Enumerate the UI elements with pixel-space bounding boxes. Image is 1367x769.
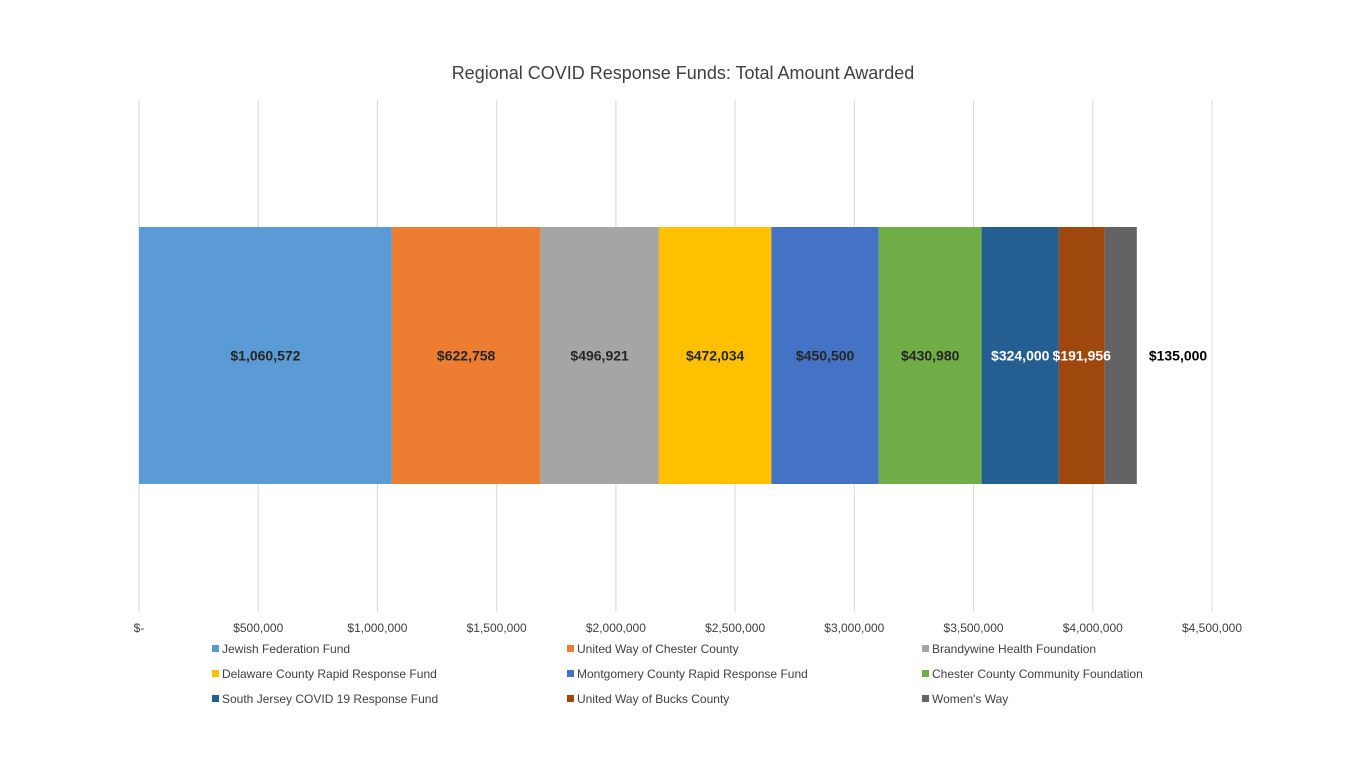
x-tick-label: $1,000,000 <box>347 621 407 635</box>
legend-swatch <box>922 645 929 652</box>
bar-segments <box>139 227 1137 484</box>
chart-title: Regional COVID Response Funds: Total Amo… <box>452 63 915 83</box>
legend-item: Brandywine Health Foundation <box>922 642 1096 656</box>
x-tick-label: $- <box>134 621 145 635</box>
legend-item: Chester County Community Foundation <box>922 667 1143 681</box>
data-label: $135,000 <box>1149 348 1208 364</box>
legend-item: Jewish Federation Fund <box>212 642 350 656</box>
legend-label: South Jersey COVID 19 Response Fund <box>222 692 438 706</box>
legend-item: Delaware County Rapid Response Fund <box>212 667 437 681</box>
legend-swatch <box>212 645 219 652</box>
data-label: $622,758 <box>437 348 496 364</box>
legend-label: Women's Way <box>932 692 1008 706</box>
x-tick-label: $500,000 <box>233 621 283 635</box>
legend-label: Montgomery County Rapid Response Fund <box>577 667 808 681</box>
legend-swatch <box>567 670 574 677</box>
bar-segment <box>1104 227 1137 484</box>
data-label: $450,500 <box>796 348 855 364</box>
x-axis-tick-labels: $- $500,000 $1,000,000 $1,500,000 $2,000,000… <box>134 621 1243 635</box>
legend-item: Women's Way <box>922 692 1008 706</box>
legend: Jewish Federation Fund United Way of Ches… <box>212 642 1143 706</box>
data-label: $472,034 <box>686 348 745 364</box>
legend-label: Jewish Federation Fund <box>222 642 350 656</box>
bar-segment <box>391 227 541 484</box>
legend-item: South Jersey COVID 19 Response Fund <box>212 692 438 706</box>
legend-swatch <box>212 670 219 677</box>
legend-label: Chester County Community Foundation <box>932 667 1143 681</box>
legend-swatch <box>567 695 574 702</box>
legend-item: United Way of Bucks County <box>567 692 729 706</box>
x-tick-label: $1,500,000 <box>467 621 527 635</box>
data-labels: $1,060,572 $622,758 $496,921 $472,034 $450,5… <box>230 348 1207 364</box>
x-tick-label: $2,500,000 <box>705 621 765 635</box>
legend-item: Montgomery County Rapid Response Fund <box>567 667 808 681</box>
bar-segment <box>771 227 879 484</box>
bar-segment <box>878 227 982 484</box>
legend-label: United Way of Bucks County <box>577 692 729 706</box>
legend-swatch <box>567 645 574 652</box>
legend-swatch <box>922 695 929 702</box>
legend-swatch <box>922 670 929 677</box>
bar-segment <box>139 227 392 484</box>
data-label: $324,000 <box>991 348 1050 364</box>
bar-segment <box>658 227 772 484</box>
x-tick-label: $4,000,000 <box>1063 621 1123 635</box>
legend-label: United Way of Chester County <box>577 642 739 656</box>
data-label: $191,956 <box>1053 348 1112 364</box>
legend-item: United Way of Chester County <box>567 642 739 656</box>
x-tick-label: $4,500,000 <box>1182 621 1242 635</box>
data-label: $430,980 <box>901 348 960 364</box>
legend-label: Delaware County Rapid Response Fund <box>222 667 437 681</box>
x-tick-label: $3,500,000 <box>944 621 1004 635</box>
data-label: $1,060,572 <box>230 348 300 364</box>
bar-segment <box>540 227 659 484</box>
legend-label: Brandywine Health Foundation <box>932 642 1096 656</box>
x-tick-label: $3,000,000 <box>824 621 884 635</box>
bar-segment <box>981 227 1059 484</box>
data-label: $496,921 <box>570 348 629 364</box>
x-tick-label: $2,000,000 <box>586 621 646 635</box>
legend-swatch <box>212 695 219 702</box>
bar-segment <box>1058 227 1105 484</box>
